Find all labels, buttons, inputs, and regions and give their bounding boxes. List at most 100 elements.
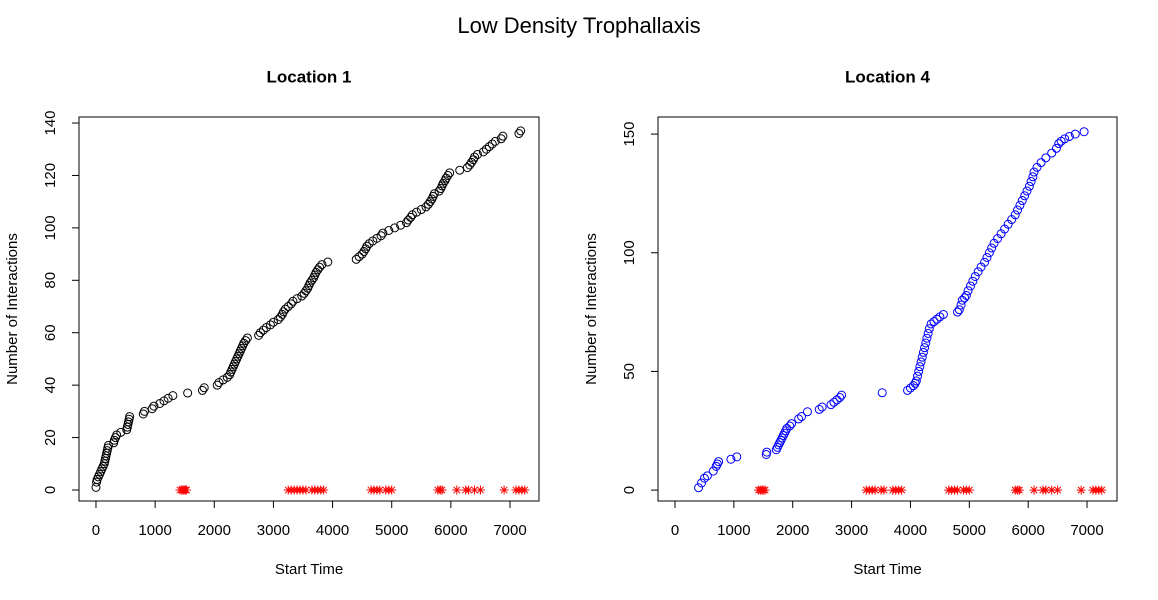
circle-point — [923, 328, 933, 338]
circle-point — [702, 471, 712, 481]
star-point — [953, 485, 963, 495]
x-tick-label: 6000 — [434, 522, 467, 539]
circle-point — [116, 427, 126, 437]
circle-point — [1054, 139, 1064, 149]
star-point — [1029, 485, 1039, 495]
circle-point — [286, 299, 296, 309]
circle-point — [378, 228, 388, 238]
x-tick-label: 5000 — [953, 522, 986, 539]
circle-point — [953, 307, 963, 317]
circle-point — [1064, 131, 1074, 141]
circle-point — [472, 149, 482, 159]
star-point — [375, 485, 385, 495]
circle-point — [694, 483, 704, 493]
star-point — [470, 485, 480, 495]
circle-point — [376, 231, 386, 241]
circle-point — [212, 380, 222, 390]
circle-point — [280, 304, 290, 314]
circle-point — [696, 478, 706, 488]
y-tick-label: 100 — [42, 215, 59, 240]
circle-point — [984, 248, 994, 258]
circle-point — [777, 433, 787, 443]
x-tick-label: 1000 — [717, 522, 750, 539]
star-point — [1041, 485, 1051, 495]
circle-point — [496, 134, 506, 144]
circle-point — [199, 383, 209, 393]
circle-point — [163, 393, 173, 403]
circle-point — [241, 336, 251, 346]
x-tick-label: 0 — [92, 522, 100, 539]
circle-point — [147, 404, 157, 414]
circle-point — [149, 401, 159, 411]
circle-point — [467, 157, 477, 167]
star-point — [1097, 485, 1107, 495]
circle-point — [1028, 172, 1038, 182]
circle-point — [484, 142, 494, 152]
circle-point — [929, 317, 939, 327]
circle-point — [987, 243, 997, 253]
circle-point — [255, 328, 265, 338]
circle-point — [359, 246, 369, 256]
circle-point — [714, 457, 724, 467]
circle-point — [139, 406, 149, 416]
star-point — [870, 485, 880, 495]
circle-point — [443, 170, 453, 180]
circle-point — [970, 271, 980, 281]
circle-point — [938, 309, 948, 319]
circle-point — [406, 212, 416, 222]
circle-point — [470, 152, 480, 162]
circle-point — [434, 186, 444, 196]
circle-point — [913, 371, 923, 381]
x-tick-label: 7000 — [493, 522, 526, 539]
circle-point — [832, 395, 842, 405]
y-tick-label: 0 — [621, 486, 638, 494]
circle-point — [478, 147, 488, 157]
circle-point — [921, 338, 931, 348]
star-point — [452, 485, 462, 495]
circle-point — [905, 383, 915, 393]
circle-point — [826, 400, 836, 410]
circle-point — [455, 165, 465, 175]
circle-point — [973, 267, 983, 277]
circle-point — [1070, 129, 1080, 139]
circle-point — [242, 333, 252, 343]
circle-point — [490, 136, 500, 146]
circle-point — [1060, 134, 1070, 144]
x-tick-label: 2000 — [776, 522, 809, 539]
panel: Location 1 Start Time Number of Interactio… — [4, 67, 540, 578]
star-point — [387, 485, 397, 495]
star-point — [1053, 485, 1063, 495]
circle-point — [1020, 191, 1030, 201]
x-tick-label: 6000 — [1011, 522, 1044, 539]
circle-point — [918, 347, 928, 357]
circle-point — [1026, 177, 1036, 187]
circle-point — [254, 330, 264, 340]
circle-point — [1041, 153, 1051, 163]
star-point — [964, 485, 974, 495]
circle-point — [771, 445, 781, 455]
star-point — [181, 485, 191, 495]
y-tick-label: 80 — [42, 272, 59, 289]
circle-point — [772, 442, 782, 452]
star-point — [1014, 485, 1024, 495]
circle-point — [351, 254, 361, 264]
circle-point — [1017, 196, 1027, 206]
circle-point — [276, 312, 286, 322]
circle-point — [926, 319, 936, 329]
x-tick-label: 2000 — [198, 522, 231, 539]
circle-point — [794, 414, 804, 424]
y-tick-label: 100 — [621, 240, 638, 265]
circle-point — [963, 286, 973, 296]
x-tick-label: 1000 — [138, 522, 171, 539]
circle-point — [416, 205, 426, 215]
circle-point — [917, 352, 927, 362]
circle-point — [323, 257, 333, 267]
circle-point — [438, 178, 448, 188]
circle-point — [1013, 205, 1023, 215]
circle-point — [968, 276, 978, 286]
circle-point — [954, 305, 964, 315]
x-tick-label: 0 — [671, 522, 679, 539]
circle-point — [1024, 181, 1034, 191]
circle-point — [699, 473, 709, 483]
